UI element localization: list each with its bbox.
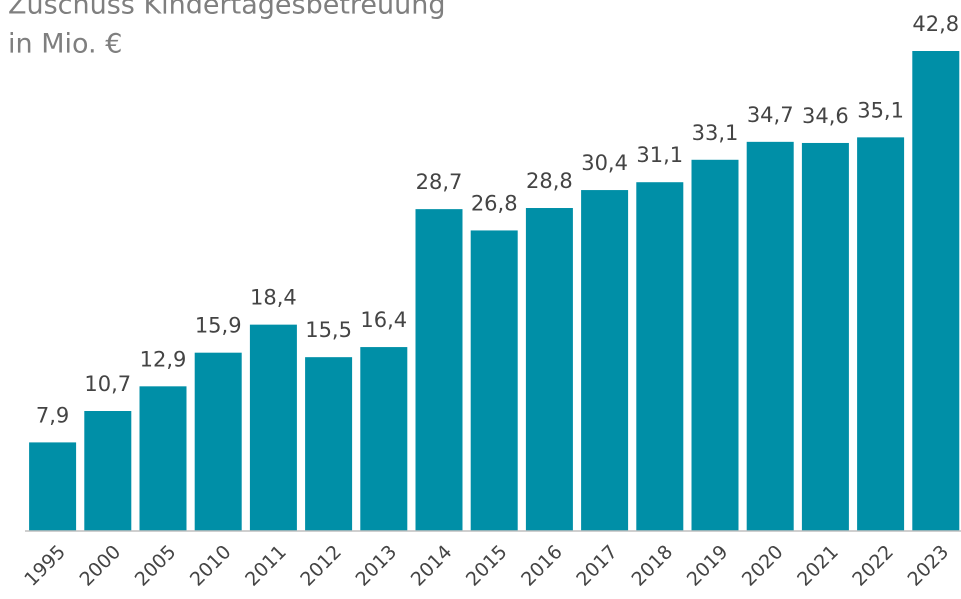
- data-label: 34,7: [747, 103, 794, 127]
- data-label: 7,9: [36, 403, 69, 427]
- data-label: 15,5: [305, 318, 352, 342]
- bar: [84, 411, 132, 531]
- x-tick-label: 2013: [351, 541, 401, 591]
- bar: [857, 137, 905, 531]
- bar: [912, 51, 960, 531]
- data-label: 15,9: [195, 314, 242, 338]
- x-tick-label: 2018: [627, 541, 677, 591]
- chart-subtitle: in Mio. €: [8, 29, 122, 60]
- bar: [305, 357, 353, 531]
- bar: [194, 352, 242, 531]
- data-label: 18,4: [250, 286, 297, 310]
- x-tick-label: 2022: [848, 541, 898, 591]
- data-label: 30,4: [581, 151, 628, 175]
- data-label: 33,1: [692, 121, 739, 145]
- bar: [691, 159, 739, 532]
- data-label: 16,4: [360, 308, 407, 332]
- x-tick-label: 2019: [683, 541, 733, 591]
- x-tick-label: 1995: [20, 541, 70, 591]
- x-tick-label: 2017: [572, 541, 622, 591]
- bar: [801, 142, 849, 531]
- data-label: 35,1: [857, 98, 904, 122]
- bar: [29, 442, 77, 531]
- x-tick-label: 2014: [407, 541, 457, 591]
- bar: [139, 386, 187, 531]
- data-label: 28,8: [526, 169, 573, 193]
- x-tick-label: 2011: [241, 541, 291, 591]
- data-label: 28,7: [416, 170, 463, 194]
- bar: [415, 209, 463, 531]
- bar: [360, 347, 408, 531]
- x-tick-label: 2012: [296, 541, 346, 591]
- x-tick-label: 2000: [75, 541, 125, 591]
- bar: [636, 182, 684, 531]
- bar: [470, 230, 518, 531]
- bar: [581, 190, 629, 531]
- bar: [525, 208, 573, 531]
- data-label: 34,6: [802, 104, 849, 128]
- data-label: 31,1: [636, 143, 683, 167]
- bar: [746, 141, 794, 531]
- x-tick-label: 2015: [462, 541, 512, 591]
- x-tick-label: 2020: [738, 541, 788, 591]
- bar: [249, 324, 297, 531]
- x-tick-label: 2016: [517, 541, 567, 591]
- x-tick-label: 2010: [186, 541, 236, 591]
- x-tick-label: 2005: [131, 541, 181, 591]
- data-label: 12,9: [140, 347, 187, 371]
- data-label: 42,8: [912, 12, 959, 36]
- x-tick-label: 2023: [903, 541, 953, 591]
- data-label: 26,8: [471, 191, 518, 215]
- data-label: 10,7: [84, 372, 131, 396]
- x-tick-label: 2021: [793, 541, 843, 591]
- chart-title: Zuschuss Kindertagesbetreuung: [8, 0, 446, 21]
